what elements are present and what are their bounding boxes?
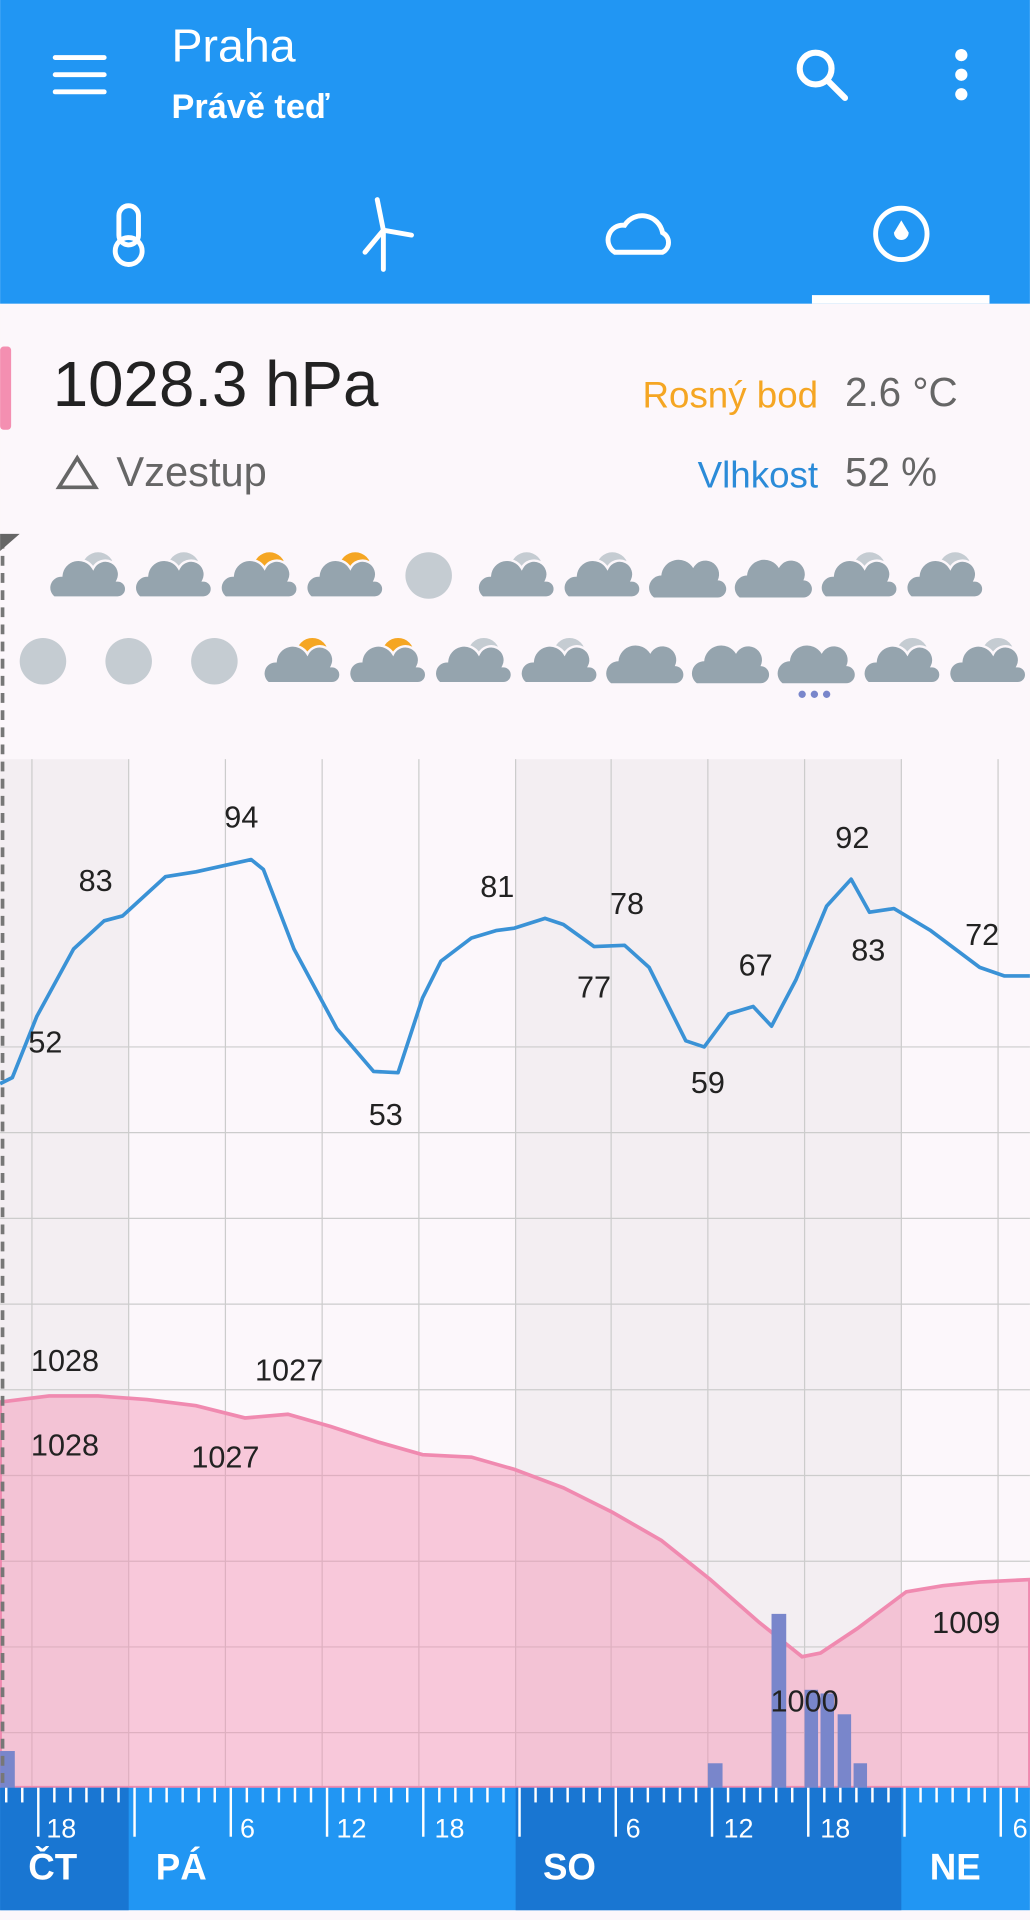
time-tick-label: 6 [626, 1814, 641, 1844]
humidity-label: 83 [79, 864, 113, 898]
dew-point-label: Rosný bod [643, 375, 819, 416]
cloud [134, 559, 212, 598]
humidity-label: 77 [577, 970, 611, 1004]
cloud [306, 559, 384, 598]
drop [810, 690, 819, 698]
cloud [49, 559, 127, 598]
time-tick-label: 12 [723, 1814, 753, 1844]
grid [0, 759, 1030, 1788]
tab-pressure[interactable] [873, 205, 930, 263]
cloud-outline [862, 644, 942, 685]
humidity-line [0, 857, 1030, 1086]
time-tick-label: 12 [337, 1814, 367, 1844]
humidity-label: Vlhkost [698, 454, 818, 495]
time-tick-label: 6 [240, 1814, 255, 1844]
humidity-label: 59 [691, 1066, 725, 1100]
more-button[interactable] [955, 48, 968, 101]
moon [19, 637, 67, 685]
cloud [863, 645, 941, 684]
cloud [949, 645, 1027, 684]
cloud [649, 559, 727, 598]
pressure-marker [0, 346, 12, 430]
cloud [606, 645, 684, 684]
cloud-outline [476, 558, 557, 599]
day-label: NE [930, 1846, 981, 1887]
time-tick-label: 18 [820, 1814, 850, 1844]
time-tick-label: 6 [1013, 1814, 1028, 1844]
cloud-outline [262, 644, 342, 685]
cloud [477, 559, 555, 598]
day-label: SO [543, 1846, 596, 1887]
humidity-label: 72 [965, 918, 999, 952]
trend: Vzestup [116, 448, 266, 495]
pressure-label: 1028 [31, 1344, 99, 1378]
humidity-label: 53 [369, 1098, 403, 1132]
weather-icons [19, 552, 1028, 698]
humidity-label: 92 [835, 821, 869, 855]
cloud-outline [219, 558, 299, 599]
tab-indicator [811, 295, 990, 304]
search-button[interactable] [796, 49, 849, 102]
humidity-label: 94 [224, 800, 258, 834]
menu-button[interactable] [52, 55, 107, 95]
tab-cloud[interactable] [605, 213, 671, 255]
humidity: 52 % [845, 449, 937, 495]
cloud-outline [562, 558, 642, 599]
cloud-outline [305, 558, 385, 599]
dew-point: 2.6 °C [845, 369, 958, 415]
subtitle: Právě teď [172, 88, 330, 126]
cloud [520, 645, 598, 684]
cloud-outline [905, 558, 985, 599]
cloud [906, 559, 984, 598]
moon [191, 637, 238, 685]
cloud [434, 645, 512, 684]
drop [798, 690, 806, 698]
pressure-label: 1009 [932, 1606, 1000, 1640]
pressure-label: 1027 [191, 1441, 259, 1475]
city: Praha [172, 19, 296, 71]
cloud [220, 559, 298, 598]
cloud [777, 645, 855, 684]
trend-icon [55, 454, 99, 490]
cloud [691, 645, 770, 684]
cloud-outline [947, 644, 1028, 685]
tab-temperature[interactable] [112, 203, 145, 267]
pressure-label: 1027 [255, 1354, 323, 1388]
humidity-label: 81 [480, 870, 514, 904]
tab-wind[interactable] [362, 197, 414, 272]
moon [405, 552, 452, 599]
humidity-label: 67 [739, 948, 773, 982]
cloud-outline [519, 644, 599, 685]
cloud [820, 559, 898, 598]
humidity-label: 83 [851, 934, 885, 968]
cloud [563, 559, 641, 598]
cloud-outline [819, 558, 899, 599]
day-label: ČT [28, 1845, 78, 1887]
pressure-value: 1028.3 hPa [53, 349, 379, 420]
app-bar [0, 0, 1030, 304]
cloud [263, 645, 341, 684]
pressure-label: 1000 [771, 1684, 839, 1718]
day-band [0, 1787, 129, 1911]
now-marker [0, 533, 20, 552]
axis-labels: 18 6 12 18 6 12 18 6 ČT PÁ SO NE [4, 1787, 1028, 1887]
cloud-outline [433, 644, 514, 685]
moon [105, 637, 152, 685]
drop [822, 690, 831, 698]
day-label: PÁ [156, 1846, 207, 1887]
humidity-label: 52 [28, 1026, 62, 1060]
pressure-label: 1028 [31, 1428, 99, 1462]
time-tick-label: 18 [435, 1814, 465, 1844]
cloud-outline [347, 644, 428, 685]
day-band [515, 1787, 902, 1911]
cloud-outline [47, 558, 128, 599]
time-tick-label: 18 [46, 1814, 76, 1844]
humidity-label: 78 [610, 887, 644, 921]
cloud-outline [133, 558, 214, 599]
cloud [734, 559, 812, 598]
cloud [349, 645, 427, 684]
